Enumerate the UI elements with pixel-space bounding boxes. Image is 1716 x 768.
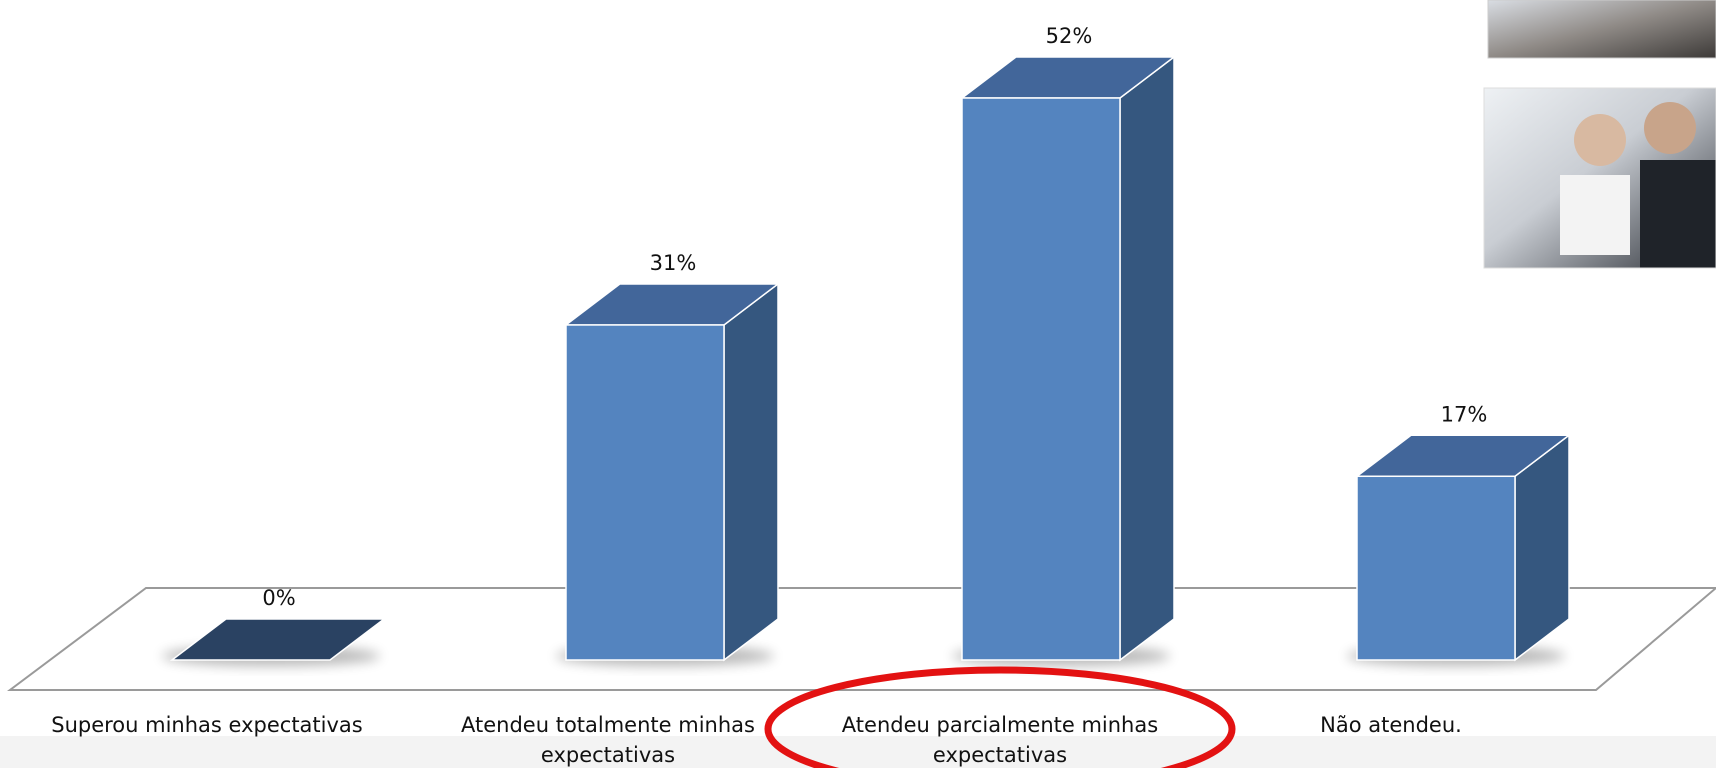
bars-layer [162, 55, 1572, 666]
chart-floor [7, 587, 1716, 691]
data-label: 52% [1046, 24, 1093, 48]
bar-front [1356, 475, 1516, 661]
business-people-photo [1483, 87, 1716, 269]
handshake-photo [1487, 0, 1716, 59]
highlight-ellipse [764, 666, 1236, 768]
category-label: Atendeu totalmente minhas [461, 713, 755, 737]
bar-superou-minhas-expectativas [162, 618, 387, 666]
bar-nao-atendeu [1347, 433, 1572, 666]
bar-side [1119, 55, 1175, 662]
bar-side [723, 282, 779, 662]
footer-band [0, 736, 1716, 768]
category-label: expectativas [541, 743, 675, 767]
category-label: expectativas [933, 743, 1067, 767]
data-labels-layer: 0% 31% 52% 17% [262, 24, 1487, 610]
bar-flat-top [169, 618, 387, 661]
bar-atendeu-totalmente-minhas-expectativas [556, 282, 781, 666]
bar-front [565, 324, 725, 661]
category-label: Não atendeu. [1320, 713, 1462, 737]
bar-front [961, 97, 1121, 661]
category-labels-layer: Superou minhas expectativas Atendeu total… [51, 713, 1462, 767]
data-label: 31% [650, 251, 697, 275]
data-label: 0% [262, 586, 295, 610]
bar-atendeu-parcialmente-minhas-expectativas [952, 55, 1177, 666]
category-label: Atendeu parcialmente minhas [842, 713, 1158, 737]
data-label: 17% [1441, 402, 1488, 426]
category-label: Superou minhas expectativas [51, 713, 362, 737]
